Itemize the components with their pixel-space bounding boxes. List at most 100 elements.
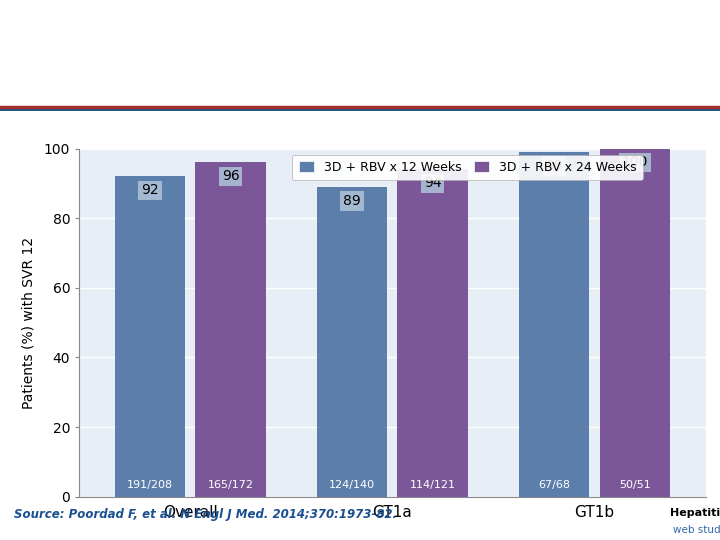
Bar: [0, 109, 720, 110]
Bar: [397, 170, 468, 497]
Bar: [0, 109, 720, 110]
Text: 92: 92: [141, 183, 158, 197]
Text: 94: 94: [424, 177, 441, 191]
Bar: [0, 110, 720, 111]
Bar: [0, 110, 720, 111]
Bar: [0, 109, 720, 110]
Text: 96: 96: [222, 170, 240, 184]
Bar: [0, 109, 720, 110]
Bar: [0, 109, 720, 110]
Bar: [0, 109, 720, 111]
Text: Source: Poordad F, et al. N Engl J Med. 2014;370:1973-82.: Source: Poordad F, et al. N Engl J Med. …: [14, 508, 397, 521]
Bar: [0, 109, 720, 110]
Bar: [0, 110, 720, 111]
Bar: [0, 109, 720, 110]
Bar: [0, 109, 720, 110]
Text: 124/140: 124/140: [329, 480, 375, 490]
Bar: [0, 109, 720, 110]
Bar: [0, 109, 720, 110]
Bar: [0, 110, 720, 111]
Bar: [0, 109, 720, 110]
Bar: [0, 110, 720, 111]
Bar: [0, 109, 720, 110]
Bar: [0, 109, 720, 110]
Bar: [0, 110, 720, 111]
Bar: [0, 110, 720, 111]
Bar: [0, 109, 720, 110]
Bar: [0, 109, 720, 111]
Text: TURQUOISE-II: Results: TURQUOISE-II: Results: [228, 70, 492, 90]
Bar: [195, 163, 266, 497]
Text: 50/51: 50/51: [619, 480, 651, 490]
Bar: [0, 109, 720, 110]
Bar: [0, 109, 720, 110]
Bar: [0, 110, 720, 111]
Bar: [0, 109, 720, 110]
Bar: [0, 109, 720, 110]
Bar: [0, 110, 720, 111]
Bar: [0, 109, 720, 110]
Bar: [0, 109, 720, 110]
Bar: [0, 109, 720, 110]
Text: web study: web study: [673, 525, 720, 535]
Text: Hepatitis: Hepatitis: [670, 508, 720, 518]
Bar: [0, 110, 720, 111]
Bar: [0, 109, 720, 110]
Bar: [0, 109, 720, 110]
Bar: [317, 187, 387, 497]
Bar: [0, 109, 720, 110]
Bar: [0, 110, 720, 111]
Bar: [0, 109, 720, 110]
Bar: [0, 109, 720, 110]
Bar: [0, 110, 720, 111]
Bar: [0, 109, 720, 110]
Bar: [518, 152, 590, 497]
Bar: [0, 110, 720, 111]
Bar: [0, 109, 720, 110]
Bar: [0, 109, 720, 110]
Bar: [0, 109, 720, 110]
Text: 99: 99: [545, 159, 563, 173]
Text: 165/172: 165/172: [208, 480, 253, 490]
Bar: [0, 109, 720, 110]
Bar: [0, 109, 720, 110]
Bar: [0, 109, 720, 110]
Bar: [0, 109, 720, 110]
Text: 100: 100: [621, 156, 648, 170]
Text: TURQUOISE II: SVR12 by Genotype 1 Subtype: TURQUOISE II: SVR12 by Genotype 1 Subtyp…: [147, 120, 573, 138]
Bar: [0, 109, 720, 110]
Text: 114/121: 114/121: [410, 480, 456, 490]
Bar: [0, 109, 720, 110]
Legend: 3D + RBV x 12 Weeks, 3D + RBV x 24 Weeks: 3D + RBV x 12 Weeks, 3D + RBV x 24 Weeks: [292, 155, 643, 180]
Bar: [0, 109, 720, 110]
Bar: [0, 109, 720, 110]
Bar: [0, 109, 720, 110]
Text: 67/68: 67/68: [538, 480, 570, 490]
Bar: [0, 110, 720, 111]
Text: 89: 89: [343, 194, 361, 208]
Bar: [0, 109, 720, 110]
Bar: [0, 109, 720, 110]
Bar: [0, 110, 720, 111]
Bar: [0, 109, 720, 110]
Bar: [0, 109, 720, 110]
Bar: [114, 177, 185, 497]
Bar: [0, 109, 720, 110]
Text: 3D + Ribavirin in GT1 and Compensated Cirrhosis: 3D + Ribavirin in GT1 and Compensated Ci…: [69, 29, 651, 49]
Bar: [0, 110, 720, 111]
Bar: [0, 109, 720, 110]
Bar: [0, 109, 720, 110]
Bar: [0, 109, 720, 110]
Bar: [0, 110, 720, 111]
Text: 191/208: 191/208: [127, 480, 173, 490]
Bar: [0, 109, 720, 111]
Bar: [0, 109, 720, 110]
Bar: [0, 109, 720, 110]
Bar: [0, 109, 720, 110]
Bar: [0, 110, 720, 111]
Bar: [0, 109, 720, 110]
Bar: [0, 109, 720, 110]
Bar: [0, 110, 720, 111]
Bar: [0, 109, 720, 110]
Bar: [0, 109, 720, 110]
